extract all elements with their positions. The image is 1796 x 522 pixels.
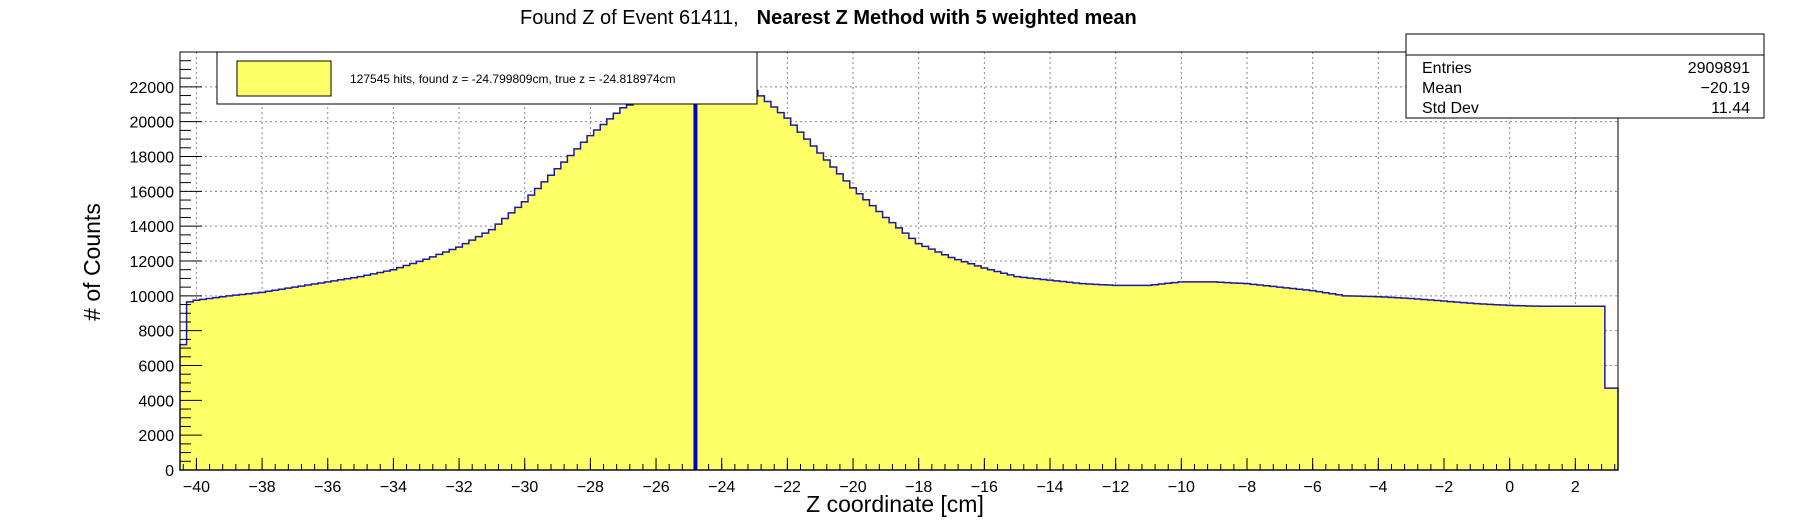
x-tick-label: −24 <box>708 479 735 496</box>
y-tick-label: 10000 <box>130 289 175 306</box>
y-tick-label: 20000 <box>130 115 175 132</box>
y-tick-label: 12000 <box>130 254 175 271</box>
x-tick-label: −16 <box>971 479 998 496</box>
legend-swatch <box>236 60 332 97</box>
x-tick-label: −30 <box>511 479 538 496</box>
x-tick-label: −14 <box>1036 479 1063 496</box>
x-tick-label: −38 <box>249 479 276 496</box>
y-tick-label: 6000 <box>138 359 174 376</box>
histogram-fill <box>180 81 1618 471</box>
stats-mean-label: Mean <box>1422 80 1462 97</box>
x-tick-label: −22 <box>774 479 801 496</box>
x-tick-label: 2 <box>1571 479 1580 496</box>
x-tick-label: −8 <box>1238 479 1256 496</box>
stats-entries-label: Entries <box>1422 60 1472 77</box>
y-tick-label: 16000 <box>130 184 175 201</box>
x-tick-label: −12 <box>1102 479 1129 496</box>
y-tick-label: 4000 <box>138 393 174 410</box>
axis-ticks <box>180 60 1616 471</box>
x-tick-label: −2 <box>1435 479 1453 496</box>
stats-stddev-value: 11.44 <box>1711 100 1750 117</box>
x-tick-label: −10 <box>1168 479 1195 496</box>
y-tick-label: 8000 <box>138 324 174 341</box>
x-axis-label: Z coordinate [cm] <box>806 491 984 517</box>
y-tick-label: 0 <box>165 463 174 480</box>
x-tick-labels: −40 −38 −36 −34 −32 −30 −28 −26 −24 −22 −20 −18 −16−… <box>183 479 1580 496</box>
x-tick-label: −32 <box>445 479 472 496</box>
legend: 127545 hits, found z = -24.799809cm, tru… <box>216 51 758 105</box>
histogram-outline <box>179 80 1619 471</box>
stats-stddev-label: Std Dev <box>1422 100 1479 117</box>
y-tick-label: 14000 <box>130 219 175 236</box>
y-tick-label: 18000 <box>130 150 175 167</box>
x-tick-label: −40 <box>183 479 210 496</box>
chart-title-prefix: Found Z of Event 61411, <box>520 7 739 29</box>
legend-label: 127545 hits, found z = -24.799809cm, tru… <box>350 72 676 86</box>
x-tick-label: −34 <box>380 479 407 496</box>
x-tick-label: −36 <box>314 479 341 496</box>
x-tick-label: −28 <box>577 479 604 496</box>
x-tick-label: −18 <box>905 479 932 496</box>
stats-entries-value: 2909891 <box>1688 60 1750 77</box>
stats-frame <box>1405 33 1765 119</box>
y-axis-label: # of Counts <box>79 203 105 321</box>
x-tick-label: 0 <box>1505 479 1514 496</box>
x-tick-label: −4 <box>1369 479 1387 496</box>
stats-mean-value: −20.19 <box>1701 80 1750 97</box>
y-tick-labels: 0 2000 4000 6000 8000 10000 12000 14000 16000 180… <box>130 80 175 480</box>
x-tick-label: −26 <box>642 479 669 496</box>
x-tick-label: −20 <box>839 479 866 496</box>
chart-title-bold: Nearest Z Method with 5 weighted mean <box>757 7 1137 29</box>
y-tick-label: 22000 <box>130 80 175 97</box>
x-tick-label: −6 <box>1304 479 1322 496</box>
chart-title: Found Z of Event 61411, Nearest Z Method … <box>520 7 1137 29</box>
stats-box: Entries 2909891 Mean −20.19 Std Dev 11.4… <box>1405 33 1765 119</box>
y-tick-label: 2000 <box>138 428 174 445</box>
